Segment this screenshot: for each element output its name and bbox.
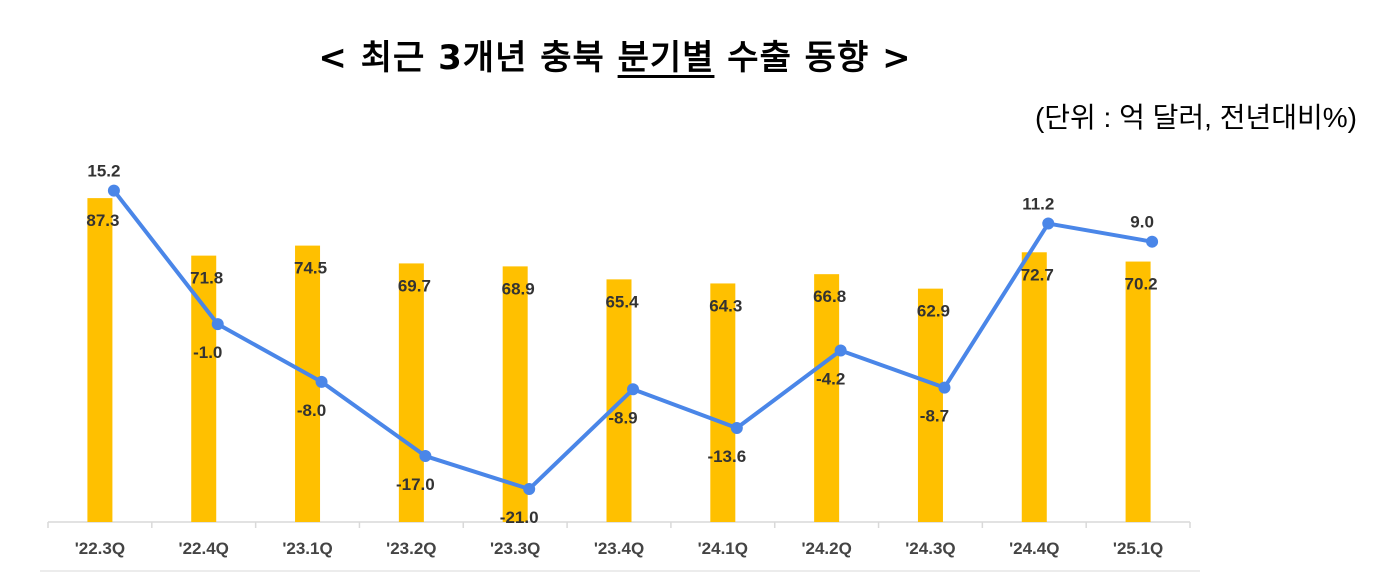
bar <box>502 266 528 522</box>
title-underlined: 분기별 <box>617 38 715 78</box>
unit-note: (단위 : 억 달러, 전년대비%) <box>1034 102 1357 133</box>
x-tick-label: '22.4Q <box>179 539 229 558</box>
line-series <box>112 189 1153 492</box>
bar-data-label: 74.5 <box>294 259 327 278</box>
x-tick-label: '24.3Q <box>905 539 955 558</box>
bar <box>1021 252 1047 522</box>
bar-data-label: 66.8 <box>813 287 846 306</box>
line-point <box>938 381 951 394</box>
line-point <box>730 422 743 435</box>
bar-data-label: 68.9 <box>502 279 535 298</box>
line-point <box>1042 217 1055 230</box>
x-tick-label: '23.1Q <box>282 539 332 558</box>
line-point <box>523 483 536 496</box>
line-point <box>834 344 847 357</box>
bar <box>710 283 736 522</box>
line-data-label: -8.0 <box>297 401 326 420</box>
x-tick-label: '24.2Q <box>801 539 851 558</box>
bar <box>917 288 943 522</box>
bar <box>1125 261 1151 522</box>
bar <box>398 263 424 522</box>
x-tick-label: '25.1Q <box>1113 539 1163 558</box>
line-data-label: 11.2 <box>1022 195 1054 214</box>
line-data-label: -8.7 <box>920 407 949 426</box>
line-data-label: 9.0 <box>1130 213 1154 232</box>
line-data-label: -1.0 <box>193 343 222 362</box>
x-tick-label: '22.3Q <box>75 539 125 558</box>
line-data-label: -17.0 <box>396 475 435 494</box>
x-tick-label: '23.2Q <box>386 539 436 558</box>
bar-data-label: 62.9 <box>917 302 950 321</box>
bar-data-label: 65.4 <box>605 292 639 311</box>
x-tick-label: '24.1Q <box>698 539 748 558</box>
bar-data-label: 69.7 <box>398 276 431 295</box>
bar-data-label: 64.3 <box>709 296 742 315</box>
line-point <box>1146 235 1159 248</box>
title-prefix: < 최근 3개년 충북 <box>318 38 618 78</box>
bar <box>191 255 217 522</box>
x-tick-label: '24.4Q <box>1009 539 1059 558</box>
chart-title: < 최근 3개년 충북 분기별 수출 동향 > <box>0 30 1230 79</box>
bar <box>814 274 840 522</box>
bar-data-label: 71.8 <box>190 269 223 288</box>
line-point <box>211 318 224 331</box>
line-data-label: -13.6 <box>707 447 746 466</box>
bar <box>87 198 113 522</box>
x-tick-label: '23.4Q <box>594 539 644 558</box>
line-point <box>419 450 432 463</box>
line-point <box>315 375 328 388</box>
x-tick-label: '23.3Q <box>490 539 540 558</box>
bar-data-label: 72.7 <box>1021 265 1054 284</box>
line-point <box>107 184 120 197</box>
bar-data-label: 87.3 <box>86 211 119 230</box>
line-data-label: -8.9 <box>608 408 637 427</box>
line-data-label: -21.0 <box>500 508 539 527</box>
line-data-label: -4.2 <box>816 370 845 389</box>
line-data-label: 15.2 <box>87 162 120 181</box>
bar-data-label: 70.2 <box>1125 275 1158 294</box>
title-suffix: 수출 동향 > <box>714 38 912 78</box>
line-point <box>627 383 639 396</box>
